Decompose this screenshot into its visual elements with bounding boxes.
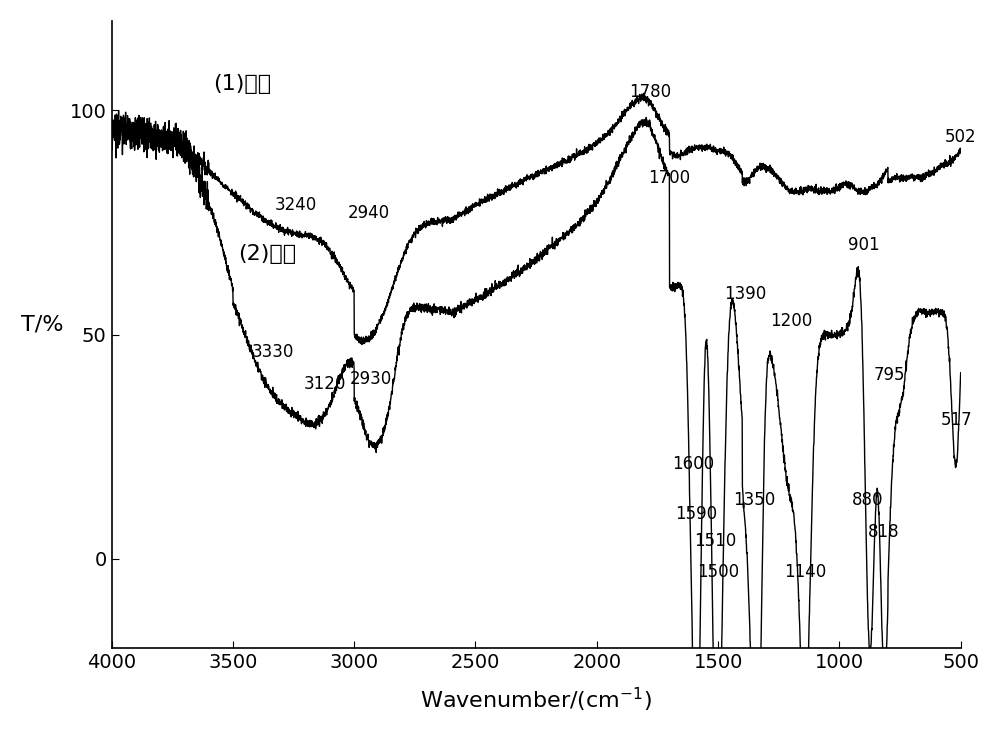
Text: 880: 880 (852, 491, 884, 509)
Text: 3240: 3240 (275, 196, 317, 214)
Text: 1500: 1500 (697, 563, 739, 581)
Text: 1200: 1200 (770, 312, 812, 330)
Text: 1510: 1510 (695, 531, 737, 550)
Text: 818: 818 (868, 523, 899, 541)
Text: (1)萃前: (1)萃前 (213, 74, 272, 93)
Text: 901: 901 (848, 236, 879, 254)
Text: 3120: 3120 (304, 375, 346, 392)
Text: 517: 517 (941, 411, 972, 429)
Text: 2940: 2940 (348, 204, 390, 223)
Text: 2930: 2930 (350, 370, 392, 388)
Text: 1700: 1700 (648, 168, 691, 187)
Text: 1780: 1780 (629, 84, 671, 101)
Text: 502: 502 (944, 129, 976, 146)
Text: 3330: 3330 (252, 343, 294, 362)
Text: 1600: 1600 (672, 456, 714, 473)
Text: 1590: 1590 (675, 505, 717, 523)
Text: 1390: 1390 (724, 285, 766, 303)
X-axis label: Wavenumber/(cm$^{-1}$): Wavenumber/(cm$^{-1}$) (420, 686, 652, 714)
Text: (2)萃后: (2)萃后 (238, 244, 296, 264)
Text: 1140: 1140 (784, 563, 827, 581)
Y-axis label: T/%: T/% (21, 315, 63, 334)
Text: 795: 795 (873, 366, 905, 384)
Text: 1350: 1350 (733, 491, 776, 509)
